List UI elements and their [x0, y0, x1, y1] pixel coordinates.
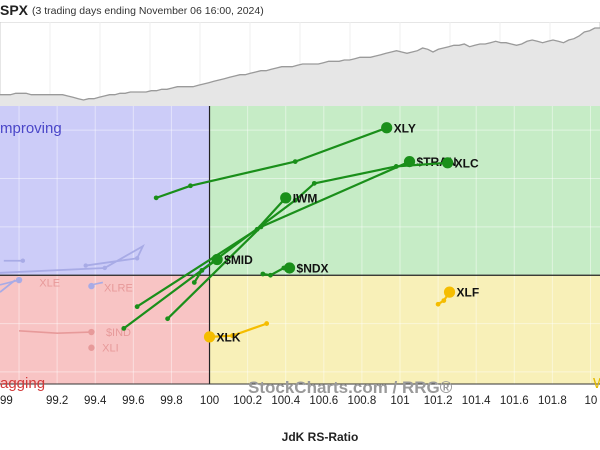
tail-point: [311, 180, 317, 186]
x-tick-label: 99.8: [160, 395, 182, 407]
x-tick-label: 100.4: [271, 395, 300, 407]
quadrants: [0, 106, 600, 384]
tail-point: [199, 267, 205, 273]
quadrant-leading: [209, 106, 600, 276]
tail-point: [268, 272, 273, 278]
series-label: $MID: [224, 253, 253, 267]
series-label: XLK: [217, 330, 241, 344]
faded-label: $IND: [106, 327, 131, 339]
faded-label: XLE: [39, 277, 60, 289]
x-tick-label: 99.4: [84, 395, 107, 407]
x-tick-label: 101.8: [538, 395, 567, 407]
faded-tails: XLE XLRE $IND XLI: [0, 244, 145, 355]
x-tick-label: 101.6: [500, 395, 529, 407]
x-tick-label: 99: [0, 395, 13, 407]
x-tick-label: 10: [584, 395, 597, 407]
tail-mid[interactable]: $MID: [191, 253, 253, 285]
x-axis-title: JdK RS-Ratio: [282, 430, 359, 444]
tail-head[interactable]: [381, 122, 393, 134]
faded-head-xlre: [88, 282, 95, 290]
faded-blue-point: [134, 256, 140, 261]
quadrant-lagging: [0, 275, 210, 384]
x-tick-label: 100.2: [233, 395, 262, 407]
tail-point: [191, 280, 197, 285]
faded-label: XLRE: [104, 282, 133, 294]
label-lagging: agging: [0, 375, 45, 392]
tail-point: [153, 195, 159, 201]
tail-head[interactable]: [280, 192, 292, 204]
series-label: $NDX: [297, 261, 329, 275]
tail-head[interactable]: [203, 331, 216, 343]
tail-point: [393, 164, 399, 169]
x-tick-label: 99.6: [122, 395, 144, 407]
benchmark-symbol: SPX: [0, 2, 29, 18]
tail-head[interactable]: [443, 286, 456, 298]
tail-head[interactable]: [442, 157, 454, 169]
faded-label: XLI: [102, 343, 119, 355]
tail-point: [260, 271, 266, 277]
tail-point: [264, 321, 270, 326]
x-tick-label: 100.6: [309, 395, 338, 407]
tail-point: [441, 298, 447, 303]
x-tick-label: 99.2: [46, 395, 68, 407]
quadrant-weakening: [209, 275, 600, 384]
faded-head-xle: [15, 276, 23, 284]
tail-point: [165, 316, 171, 322]
series-label: IWM: [293, 191, 318, 205]
benchmark-line: [0, 27, 600, 101]
chart-subtitle: (3 trading days ending November 06 16:00…: [32, 5, 264, 17]
watermark: StockCharts.com / RRG®: [248, 378, 453, 397]
label-weakening: W: [593, 375, 600, 392]
series-label: XLF: [457, 286, 480, 300]
benchmark-chart: [0, 22, 600, 106]
benchmark-area: [0, 28, 600, 106]
tail-point: [292, 197, 298, 203]
tail-line: [155, 126, 388, 199]
tail-xly[interactable]: XLY: [153, 121, 416, 201]
tail-ndx[interactable]: $NDX: [260, 261, 329, 278]
tail-head[interactable]: [211, 253, 223, 266]
faded-red-tail: [18, 330, 92, 335]
series-label: XLC: [455, 156, 479, 170]
tail-head[interactable]: [283, 262, 296, 274]
tail-point: [292, 159, 298, 164]
x-tick-label: 100: [200, 395, 219, 407]
tail-xlk[interactable]: XLK: [203, 321, 270, 344]
tail-point: [229, 333, 235, 339]
chart-header: SPX (3 trading days ending November 06 1…: [0, 0, 600, 22]
faded-head-ind: [88, 328, 95, 336]
x-tick-label: 101.4: [462, 395, 491, 407]
faded-blue-point: [20, 258, 26, 263]
quadrant-labels: mproving agging W: [0, 120, 600, 392]
tail-point: [134, 304, 140, 310]
tail-point: [121, 326, 127, 331]
x-tick-label: 100.8: [348, 395, 377, 407]
x-tick-label: 101: [390, 395, 409, 407]
tail-point: [435, 301, 441, 307]
tail-iwm[interactable]: IWM: [134, 191, 318, 310]
faded-blue-point: [102, 265, 107, 271]
tail-point: [254, 226, 260, 232]
tail-point: [188, 183, 193, 189]
faded-head-xli: [88, 344, 95, 351]
x-tick-label: 101.2: [424, 395, 453, 407]
x-ticks: 99 99.2 99.4 99.6 99.8 100 100.2 100.4 100.6 100.…: [0, 395, 597, 407]
series-label: XLY: [394, 121, 416, 135]
faded-blue-point: [83, 263, 88, 268]
tail-xlf[interactable]: XLF: [435, 286, 480, 307]
label-improving: mproving: [0, 120, 62, 137]
tail-xlc[interactable]: XLC: [121, 156, 479, 331]
